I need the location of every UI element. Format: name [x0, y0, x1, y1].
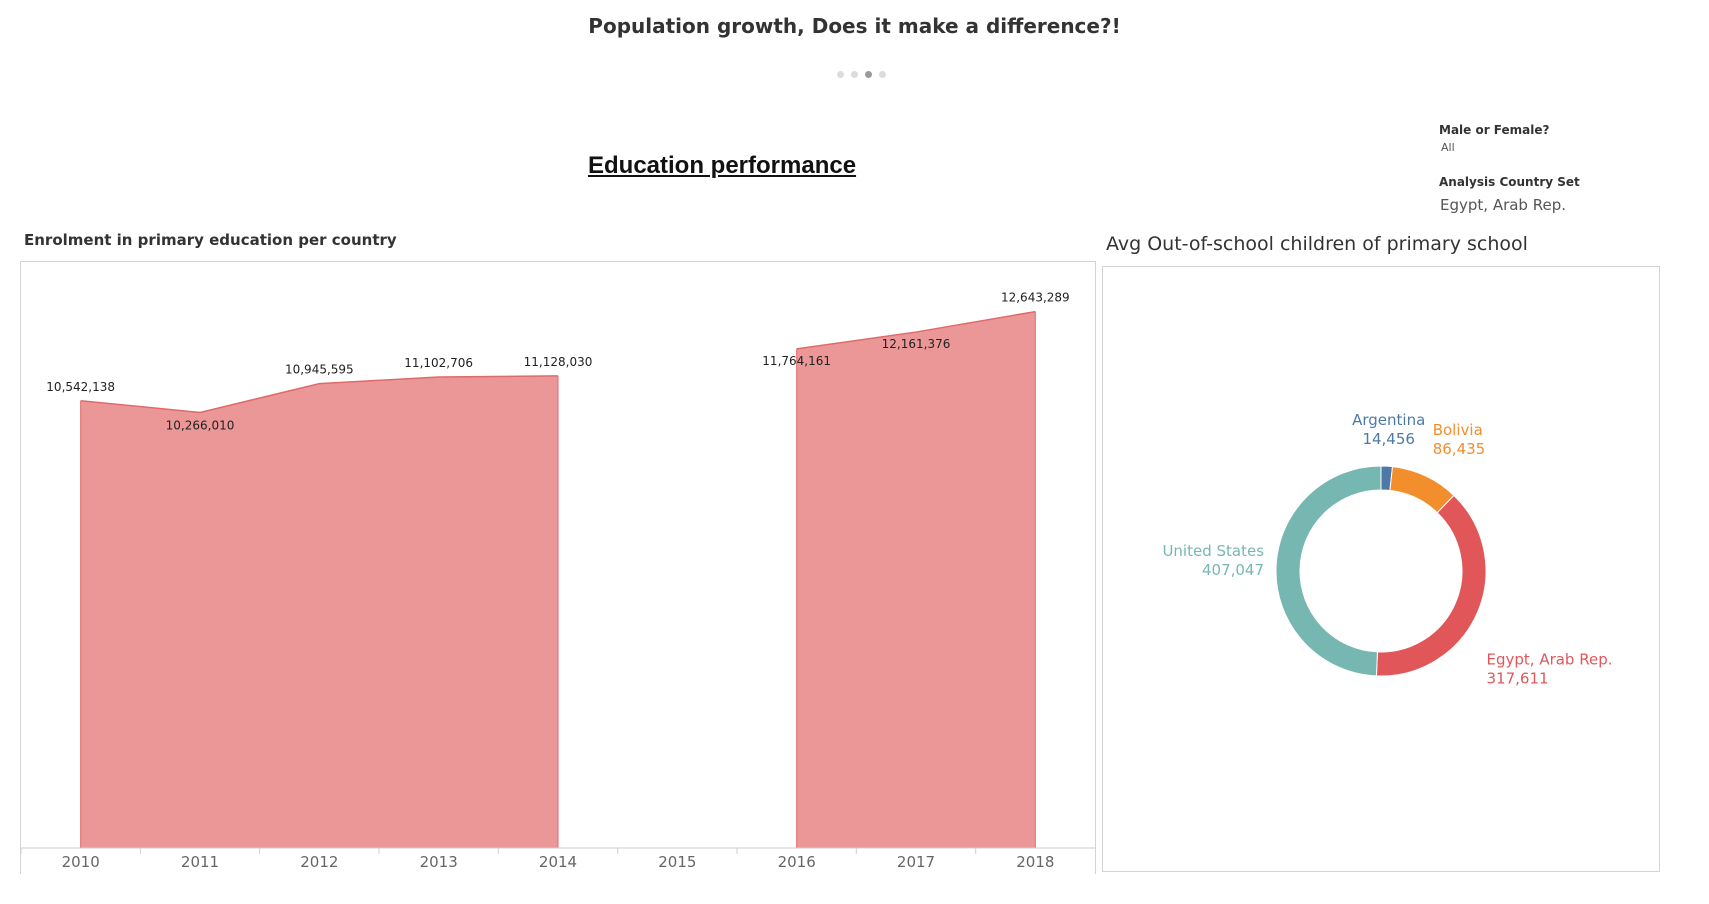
area-line-2	[796, 310, 1036, 350]
country-set-value[interactable]: Egypt, Arab Rep.	[1440, 196, 1566, 214]
story-navigator	[837, 71, 886, 78]
x-tick-label: 2018	[1016, 853, 1054, 871]
section-title: Education performance	[588, 152, 857, 179]
x-tick-label: 2012	[300, 853, 338, 871]
story-point-4[interactable]	[879, 71, 886, 78]
data-label: 10,266,010	[166, 418, 235, 432]
slice-label-value: 86,435	[1433, 440, 1486, 458]
donut-chart-title: Avg Out-of-school children of primary sc…	[1106, 233, 1528, 255]
data-label: 10,542,138	[46, 380, 115, 394]
data-label: 10,945,595	[285, 363, 354, 377]
data-label: 12,643,289	[1001, 291, 1070, 305]
slice-label-name: United States	[1162, 542, 1264, 560]
area-segment-2	[796, 311, 1036, 848]
data-label: 11,764,161	[762, 354, 831, 368]
country-set-label: Analysis Country Set	[1439, 175, 1580, 189]
story-title: Population growth, Does it make a differ…	[588, 14, 1121, 38]
slice-label-value: 14,456	[1362, 430, 1415, 448]
gender-filter-label: Male or Female?	[1439, 123, 1550, 137]
slice-label-value: 317,611	[1487, 669, 1549, 687]
story-point-3[interactable]	[865, 71, 872, 78]
x-tick-label: 2017	[897, 853, 935, 871]
enrolment-area-svg: 10,542,138 10,266,010 10,945,595 11,102,706…	[20, 291, 1095, 871]
data-label: 11,128,030	[524, 355, 593, 369]
x-tick-label: 2015	[658, 853, 696, 871]
slice-label-name: Argentina	[1352, 411, 1425, 429]
area-segment-1	[80, 375, 558, 848]
story-point-2[interactable]	[851, 71, 858, 78]
gender-filter-value[interactable]: All	[1441, 141, 1455, 154]
x-tick-label: 2016	[778, 853, 816, 871]
x-tick-label: 2010	[62, 853, 100, 871]
story-point-1[interactable]	[837, 71, 844, 78]
data-label: 11,102,706	[404, 356, 473, 370]
x-tick-label: 2013	[420, 853, 458, 871]
enrolment-area-chart: 10,542,138 10,266,010 10,945,595 11,102,706…	[20, 261, 1096, 874]
area-line-1	[80, 375, 559, 414]
slice-label-value: 407,047	[1202, 561, 1264, 579]
donut-slice-egypt-arab-rep-	[1375, 494, 1487, 677]
data-label: 12,161,376	[882, 337, 951, 351]
area-chart-title: Enrolment in primary education per count…	[24, 231, 397, 249]
slice-label-name: Egypt, Arab Rep.	[1487, 650, 1613, 668]
donut-slice-united-states	[1275, 465, 1382, 677]
x-tick-label: 2011	[181, 853, 219, 871]
out-of-school-donut-chart: Argentina 14,456 Bolivia 86,435 Egypt, Arab …	[1102, 266, 1660, 872]
slice-label-name: Bolivia	[1433, 421, 1483, 439]
x-tick-label: 2014	[539, 853, 577, 871]
